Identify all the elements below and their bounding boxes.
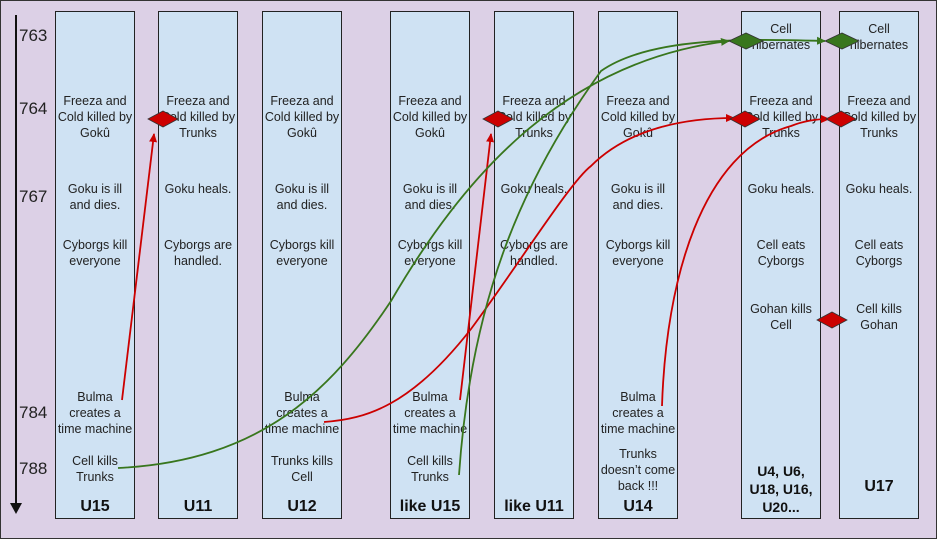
event-text: Freeza and Cold killed by Trunks bbox=[841, 94, 917, 140]
universe-label: U15 bbox=[80, 498, 110, 515]
arrival-diamond-red bbox=[147, 110, 179, 128]
event-text: Goku heals. bbox=[747, 182, 815, 196]
event-text: Cyborgs kill everyone bbox=[269, 238, 335, 268]
event-text: Freeza and Cold killed by Trunks bbox=[743, 94, 819, 140]
event-text: Goku heals. bbox=[845, 182, 913, 196]
green-arrow bbox=[117, 37, 730, 469]
universe-column: Freeza and Cold killed by Trunks Goku he… bbox=[494, 11, 574, 519]
event-text: Goku is ill and dies. bbox=[67, 182, 123, 212]
arrival-diamond-red bbox=[825, 110, 857, 128]
event-text: Freeza and Cold killed by Gokû bbox=[392, 94, 468, 140]
red-arrow bbox=[661, 115, 830, 407]
event-text: Freeza and Cold killed by Trunks bbox=[160, 94, 236, 140]
event-text: Cell kills Trunks bbox=[407, 454, 453, 484]
universe-label: U11 bbox=[183, 498, 213, 515]
event-text: Bulma creates a time machine bbox=[264, 390, 340, 436]
year-label: 784 bbox=[19, 403, 48, 422]
event-diamond-red bbox=[816, 311, 848, 329]
universe-column: Cell hibernates Freeza and Cold killed b… bbox=[839, 11, 919, 519]
universe-column: Freeza and Cold killed by Gokû Goku is i… bbox=[598, 11, 678, 519]
universe-label: U12 bbox=[287, 498, 317, 515]
universe-label: U4, U6, U18, U16, U20... bbox=[749, 463, 813, 515]
universe-column: Cell hibernates Freeza and Cold killed b… bbox=[741, 11, 821, 519]
event-text: Cell hibernates bbox=[751, 22, 811, 52]
universe-column: Freeza and Cold killed by Gokû Goku is i… bbox=[55, 11, 135, 519]
event-text: Cyborgs kill everyone bbox=[62, 238, 128, 268]
arrival-diamond-green bbox=[824, 32, 860, 50]
event-text: Bulma creates a time machine bbox=[392, 390, 468, 436]
event-text: Freeza and Cold killed by Gokû bbox=[264, 94, 340, 140]
year-label: 763 bbox=[19, 26, 48, 45]
event-text: Cyborgs are handled. bbox=[163, 238, 233, 268]
universe-label: U14 bbox=[623, 498, 653, 515]
event-text: Freeza and Cold killed by Trunks bbox=[496, 94, 572, 140]
event-text: Goku heals. bbox=[164, 182, 232, 196]
universe-label: U17 bbox=[864, 478, 894, 495]
event-text: Cell eats Cyborgs bbox=[756, 238, 806, 268]
year-label: 764 bbox=[19, 99, 48, 118]
green-arrow bbox=[458, 36, 826, 476]
universe-column: Freeza and Cold killed by Gokû Goku is i… bbox=[390, 11, 470, 519]
event-text: Goku heals. bbox=[500, 182, 568, 196]
event-text: Trunks doesn’t come back !!! bbox=[600, 447, 676, 493]
event-text: Freeza and Cold killed by Gokû bbox=[600, 94, 676, 140]
red-arrow bbox=[459, 133, 495, 401]
arrival-diamond-green bbox=[728, 32, 764, 50]
event-text: Cell eats Cyborgs bbox=[854, 238, 904, 268]
event-text: Freeza and Cold killed by Gokû bbox=[57, 94, 133, 140]
event-text: Goku is ill and dies. bbox=[610, 182, 666, 212]
red-arrow bbox=[323, 114, 735, 423]
event-text: Cyborgs kill everyone bbox=[605, 238, 671, 268]
event-text: Gohan kills Cell bbox=[750, 302, 812, 332]
universe-label: like U11 bbox=[504, 498, 564, 515]
universe-column: Freeza and Cold killed by Trunks Goku he… bbox=[158, 11, 238, 519]
event-text: Cell hibernates bbox=[849, 22, 909, 52]
arrival-diamond-red bbox=[482, 110, 514, 128]
event-text: Goku is ill and dies. bbox=[274, 182, 330, 212]
red-arrow bbox=[121, 133, 158, 401]
event-text: Cell kills Trunks bbox=[72, 454, 118, 484]
universe-label: like U15 bbox=[399, 498, 461, 515]
event-text: Goku is ill and dies. bbox=[402, 182, 458, 212]
event-text: Bulma creates a time machine bbox=[600, 390, 676, 436]
event-text: Trunks kills Cell bbox=[270, 454, 334, 484]
universe-column: Freeza and Cold killed by Gokû Goku is i… bbox=[262, 11, 342, 519]
year-label: 788 bbox=[19, 459, 48, 478]
event-text: Bulma creates a time machine bbox=[57, 390, 133, 436]
event-text: Cell kills Gohan bbox=[856, 302, 902, 332]
arrival-diamond-red bbox=[729, 110, 761, 128]
year-label: 767 bbox=[19, 187, 48, 206]
